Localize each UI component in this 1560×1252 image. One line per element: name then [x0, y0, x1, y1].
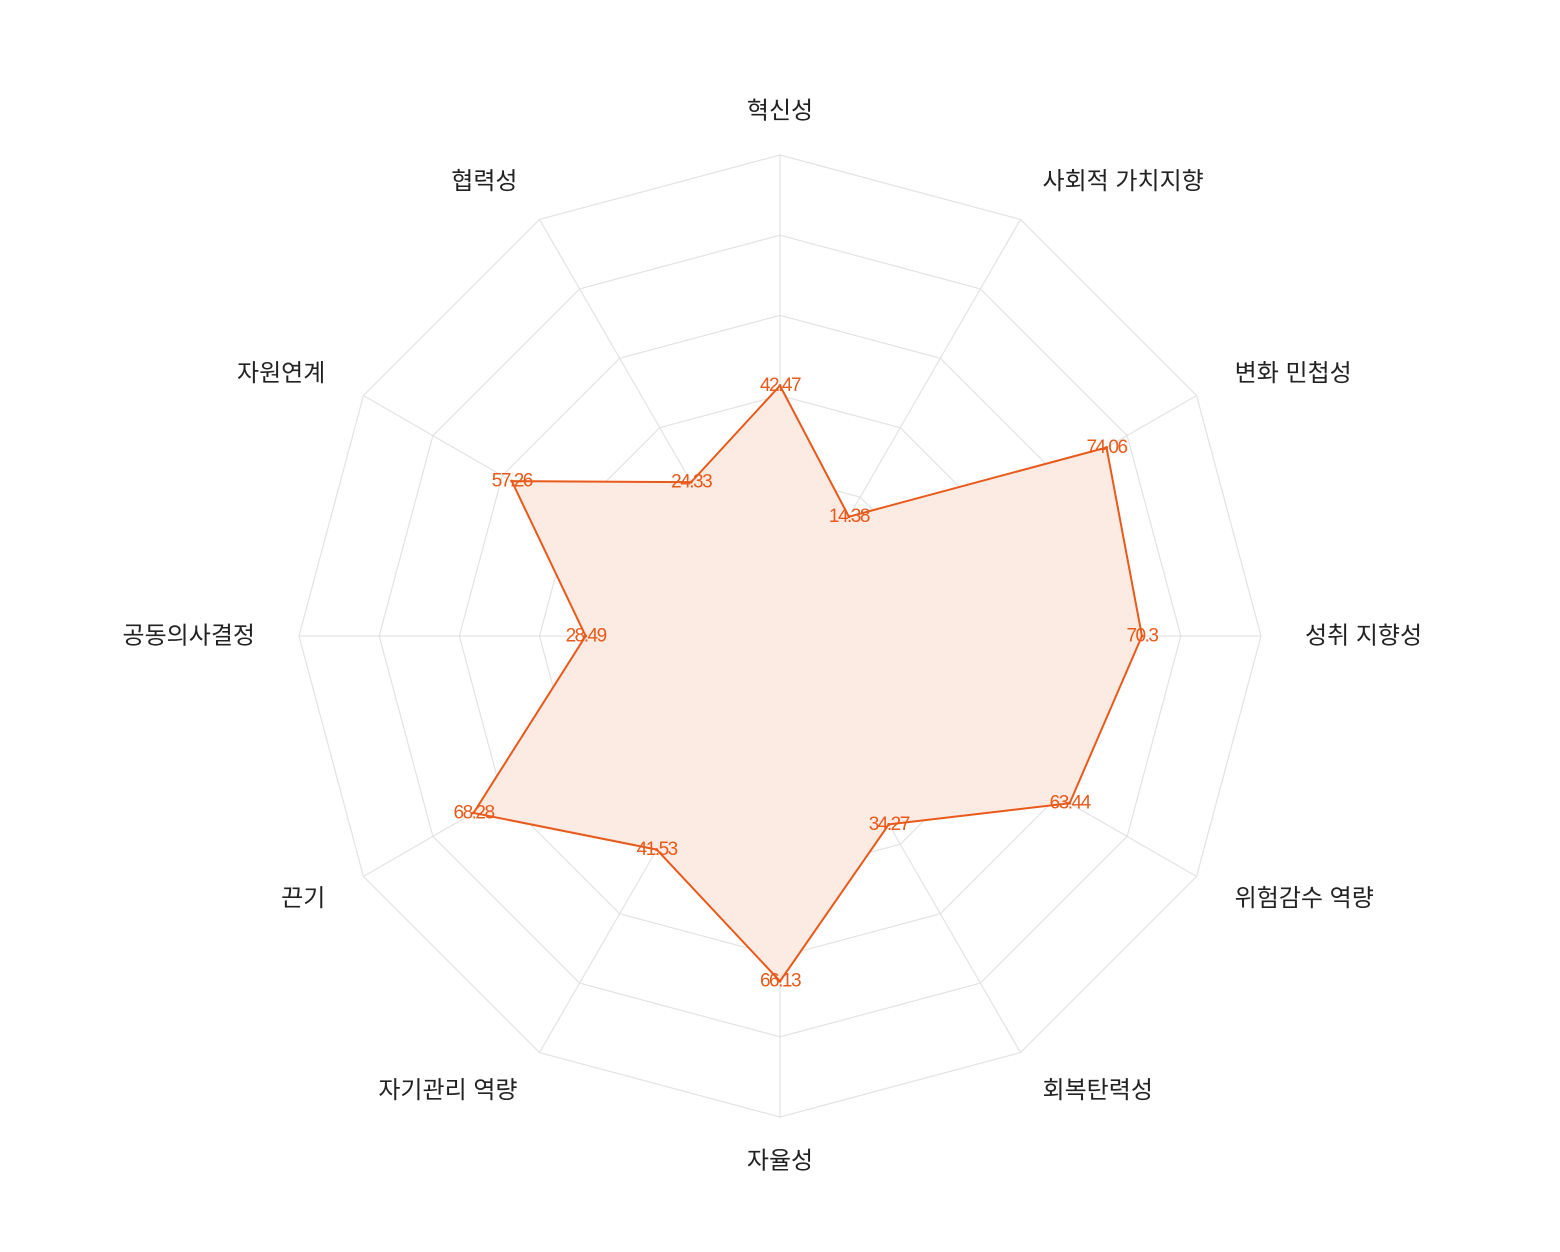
data-label: 70.3	[1126, 626, 1158, 647]
data-point	[1140, 634, 1144, 638]
data-point	[472, 811, 476, 815]
data-label: 41.53	[637, 839, 678, 860]
value-labels: 42.47 14.38 74.06 70.3 63.44 34.27 66.13 41.53 6…	[454, 375, 1160, 992]
data-label: 14.38	[829, 506, 870, 527]
data-point	[584, 634, 588, 638]
axis-label: 혁신성	[747, 98, 813, 125]
axis-label: 협력성	[451, 168, 517, 195]
data-label: 42.47	[760, 375, 801, 396]
data-label: 74.06	[1086, 437, 1127, 458]
axis-label: 공동의사결정	[123, 623, 255, 650]
data-label: 66.13	[760, 971, 801, 992]
data-point	[689, 480, 693, 484]
axis-label: 자원연계	[237, 360, 325, 387]
data-label: 28.49	[566, 626, 607, 647]
data-label: 24.33	[671, 472, 712, 493]
data-point	[1068, 801, 1072, 805]
axis-label: 회복탄력성	[1043, 1077, 1153, 1104]
axis-label: 자기관리 역량	[378, 1077, 517, 1104]
data-point	[510, 479, 514, 483]
data-point	[847, 515, 851, 519]
data-point	[887, 822, 891, 826]
data-point	[778, 979, 782, 983]
data-label: 63.44	[1050, 793, 1092, 814]
axis-label: 사회적 가치지향	[1043, 168, 1204, 195]
axis-label: 자율성	[747, 1148, 813, 1175]
axis-label: 위험감수 역량	[1235, 885, 1374, 912]
data-label: 57.26	[492, 471, 533, 492]
axis-label: 성취 지향성	[1305, 623, 1422, 650]
data-point	[778, 384, 782, 388]
axis-label: 끈기	[281, 885, 325, 912]
radar-series	[471, 383, 1144, 983]
data-label: 34.27	[869, 814, 910, 835]
axis-label: 변화 민첩성	[1235, 360, 1352, 387]
data-point	[655, 848, 659, 852]
data-label: 68.28	[454, 802, 495, 823]
series-area	[471, 383, 1143, 983]
data-point	[1105, 445, 1109, 449]
